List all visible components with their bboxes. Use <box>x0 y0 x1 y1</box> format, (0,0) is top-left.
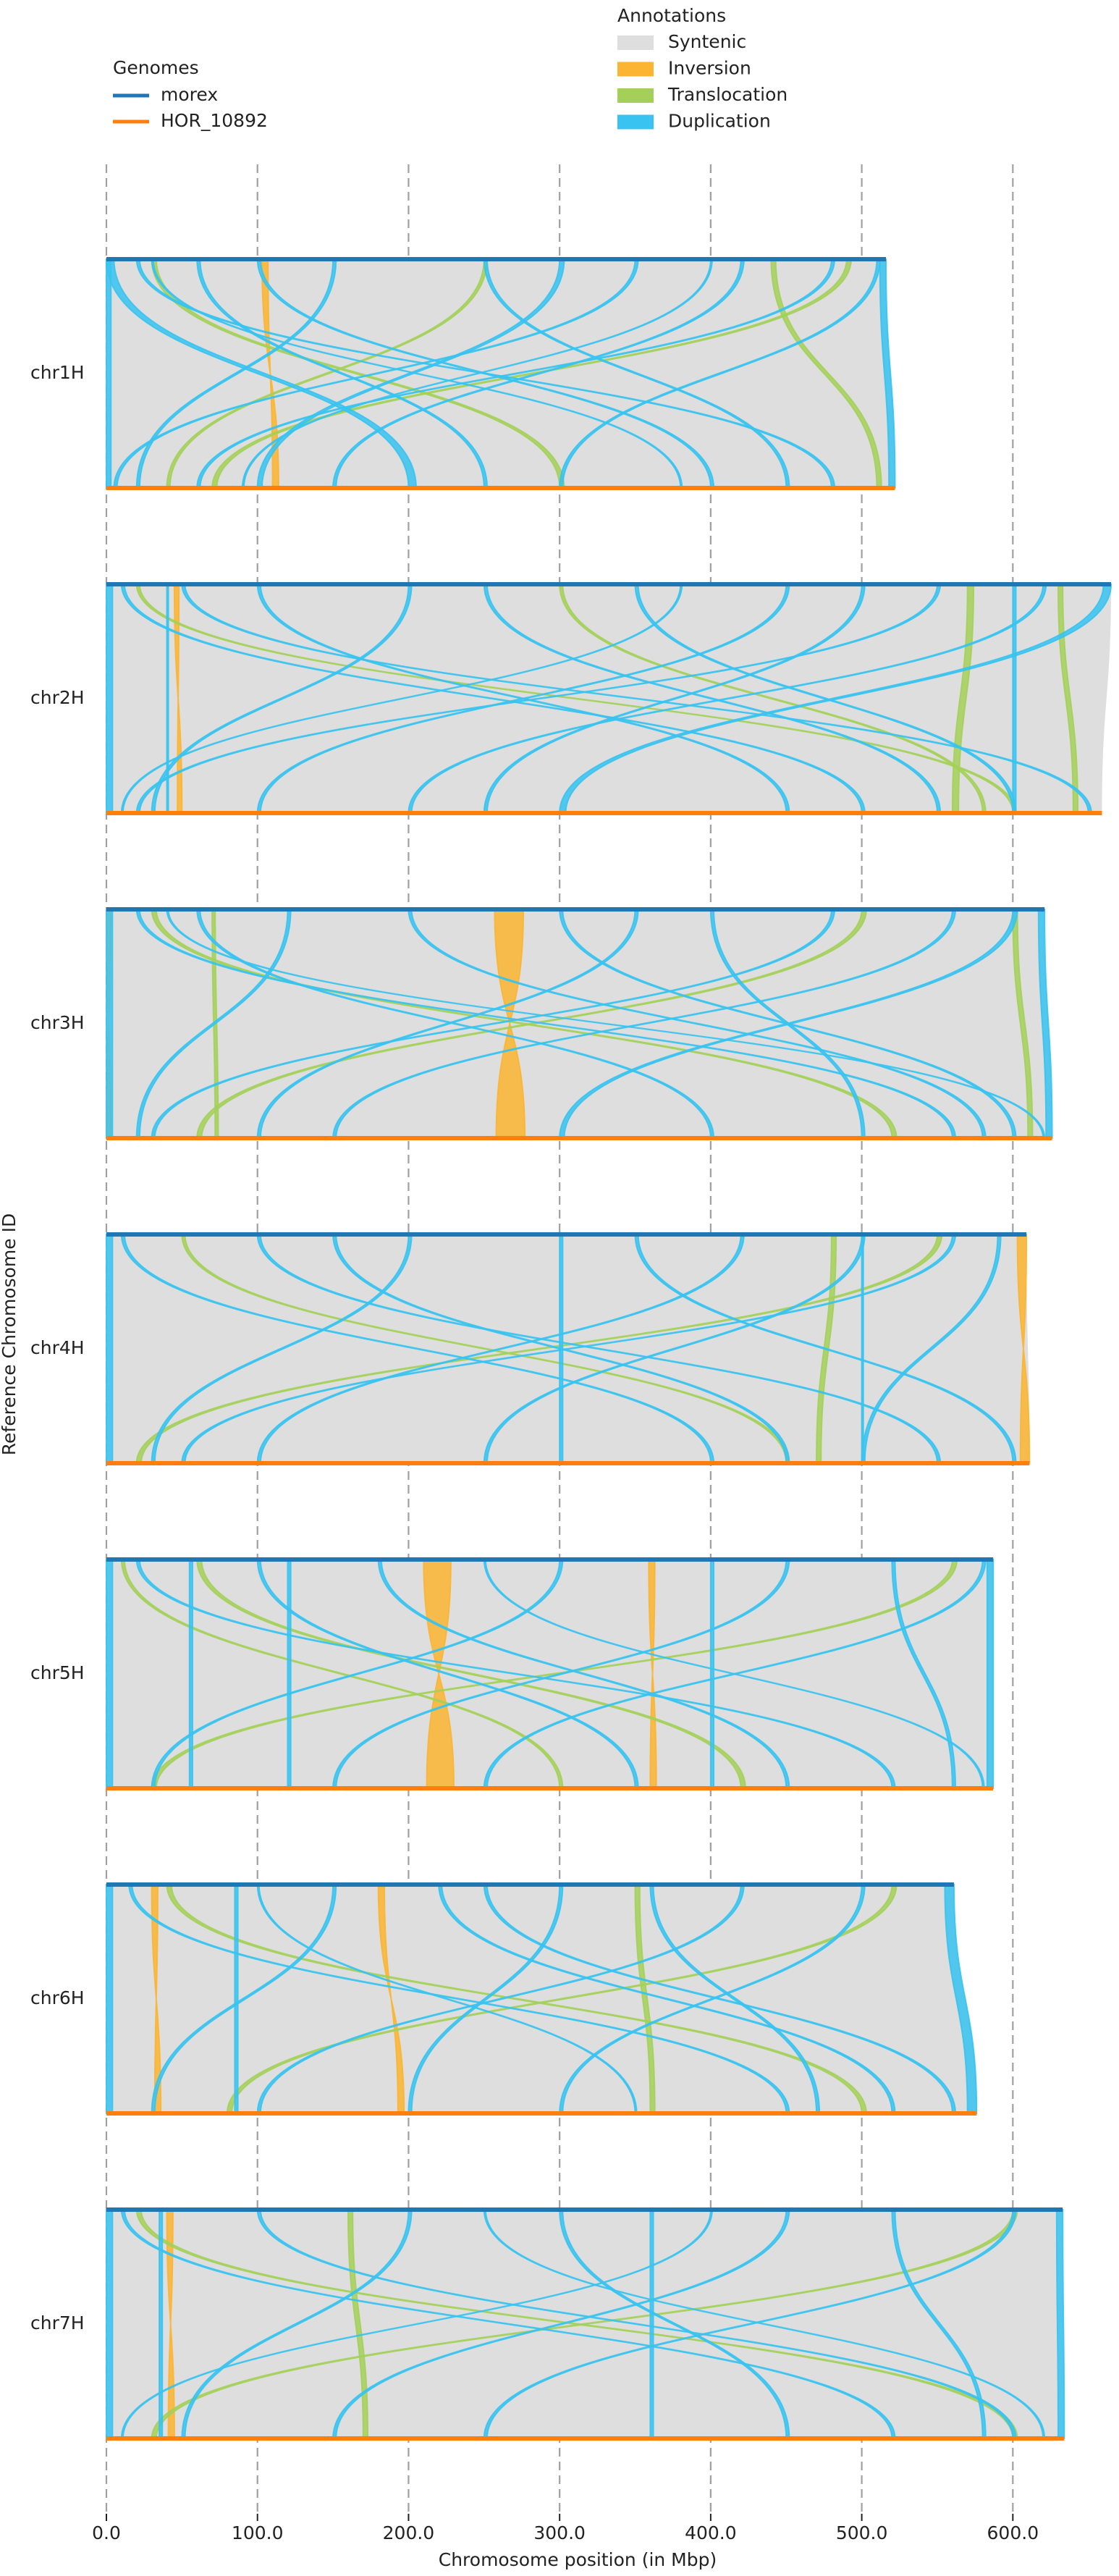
alignment-link <box>105 1884 114 2114</box>
alignment-link <box>879 258 896 489</box>
alignment-link <box>105 258 112 489</box>
chromosome-group <box>105 584 1112 814</box>
legend-label: Translocation <box>667 84 787 105</box>
y-tick-label: chr2H <box>30 687 85 708</box>
y-axis-label: Reference Chromosome ID <box>0 1213 20 1455</box>
chromosome-group <box>105 2209 1065 2439</box>
y-tick-label: chr5H <box>30 1662 85 1683</box>
alignment-link <box>709 1559 715 1789</box>
alignment-link <box>105 584 114 814</box>
legend-swatch <box>617 62 654 77</box>
alignment-link <box>287 1559 292 1789</box>
y-tick-label: chr3H <box>30 1012 85 1033</box>
alignment-link <box>944 1884 978 2114</box>
syntenic-block <box>106 1885 977 2113</box>
legend-swatch <box>617 114 654 130</box>
syntenic-block <box>106 584 1111 813</box>
y-tick-label: chr1H <box>30 362 85 383</box>
x-tick-label: 600.0 <box>987 2522 1039 2543</box>
alignment-link <box>1037 909 1053 1139</box>
chromosome-group <box>105 909 1053 1139</box>
legend-label: HOR_10892 <box>161 110 268 131</box>
chromosome-group <box>105 258 896 489</box>
x-tick-label: 0.0 <box>92 2522 121 2543</box>
x-axis-label: Chromosome position (in Mbp) <box>439 2549 717 2570</box>
alignment-link <box>105 2209 114 2439</box>
chromosome-group <box>105 1234 1031 1464</box>
y-tick-label: chr4H <box>30 1337 85 1358</box>
alignment-link <box>105 909 114 1139</box>
x-tick-label: 100.0 <box>232 2522 284 2543</box>
y-tick-label: chr7H <box>30 2312 85 2333</box>
y-tick-label: chr6H <box>30 1987 85 2008</box>
chromosome-group <box>105 1884 978 2114</box>
legend-swatch <box>617 35 654 50</box>
alignment-link <box>105 1559 114 1789</box>
x-tick-label: 300.0 <box>533 2522 586 2543</box>
alignment-link <box>105 1234 114 1464</box>
legend-label: Syntenic <box>668 31 746 52</box>
alignment-link <box>986 1559 995 1789</box>
alignment-link <box>159 2209 164 2439</box>
legend-title: Annotations <box>617 5 726 26</box>
x-tick-label: 200.0 <box>383 2522 435 2543</box>
legend-label: Inversion <box>668 58 751 79</box>
alignment-link <box>166 584 169 814</box>
alignment-link <box>649 2209 654 2439</box>
x-tick-label: 500.0 <box>836 2522 888 2543</box>
legend-title: Genomes <box>113 57 199 78</box>
legend-label: Duplication <box>668 111 771 132</box>
legend-label: morex <box>161 84 218 105</box>
alignment-link <box>1055 2209 1065 2439</box>
chromosome-group <box>105 1559 995 1789</box>
alignment-link <box>1012 584 1017 814</box>
alignment-link <box>861 1234 864 1464</box>
x-tick-label: 400.0 <box>685 2522 737 2543</box>
legend-swatch <box>617 88 654 103</box>
alignment-link <box>234 1884 239 2114</box>
alignment-link <box>188 1559 193 1789</box>
